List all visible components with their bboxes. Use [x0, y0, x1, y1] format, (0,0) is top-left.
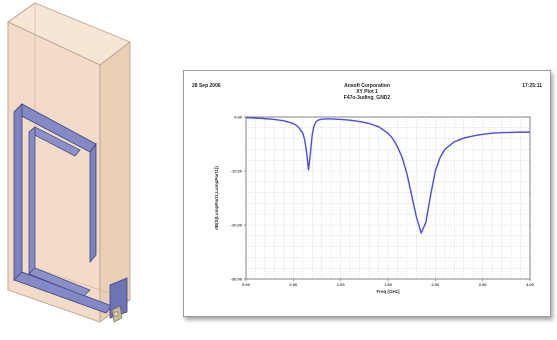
antenna-trace-outer-left	[13, 103, 23, 281]
plot-company: Ansoft Corporation	[344, 83, 390, 89]
y-axis-title: dB(S(LumpPort1,LumpPort1))	[214, 166, 219, 230]
antenna-model-view	[7, 2, 131, 323]
x-tick-label: 1.50	[384, 282, 393, 287]
series-line	[245, 116, 530, 234]
ground-plate	[109, 277, 128, 319]
box-hidden-edge	[34, 2, 131, 43]
xy-plot-chart: 0.00 0.50 1.00 1.50 2.00 2.50 3.00 0.00 -10.00 -2…	[214, 115, 535, 295]
antenna-trace-inner-left	[28, 126, 36, 275]
x-tick-label: 2.00	[431, 282, 440, 287]
y-tick-label: -10.00	[231, 169, 243, 174]
x-tick-label: 1.00	[337, 282, 346, 287]
y-tick-label: 0.00	[234, 115, 243, 120]
y-tick-label: -20.00	[231, 223, 243, 228]
plot-time: 17:25:11	[522, 83, 542, 89]
antenna-trace-outer-right	[89, 142, 97, 264]
xy-plot-panel: 0.00 0.50 1.00 1.50 2.00 2.50 3.00 0.00 -10.00 -2…	[183, 70, 551, 317]
plot-name: XY Plot 1	[356, 89, 378, 95]
antenna-trace-inner-bottom	[28, 267, 91, 297]
x-tick-label: 2.50	[479, 282, 488, 287]
x-tick-label: 0.00	[242, 282, 251, 287]
plot-design-name: F47o-3uding_GND2	[343, 95, 391, 101]
x-tick-label: 0.50	[289, 282, 298, 287]
x-tick-label: 3.00	[526, 282, 535, 287]
port-marker	[113, 311, 119, 317]
plot-date: 28 Sep 2006	[192, 83, 221, 89]
x-axis-title: Freq [GHz]	[377, 289, 401, 294]
y-tick-label: -30.00	[231, 277, 243, 282]
